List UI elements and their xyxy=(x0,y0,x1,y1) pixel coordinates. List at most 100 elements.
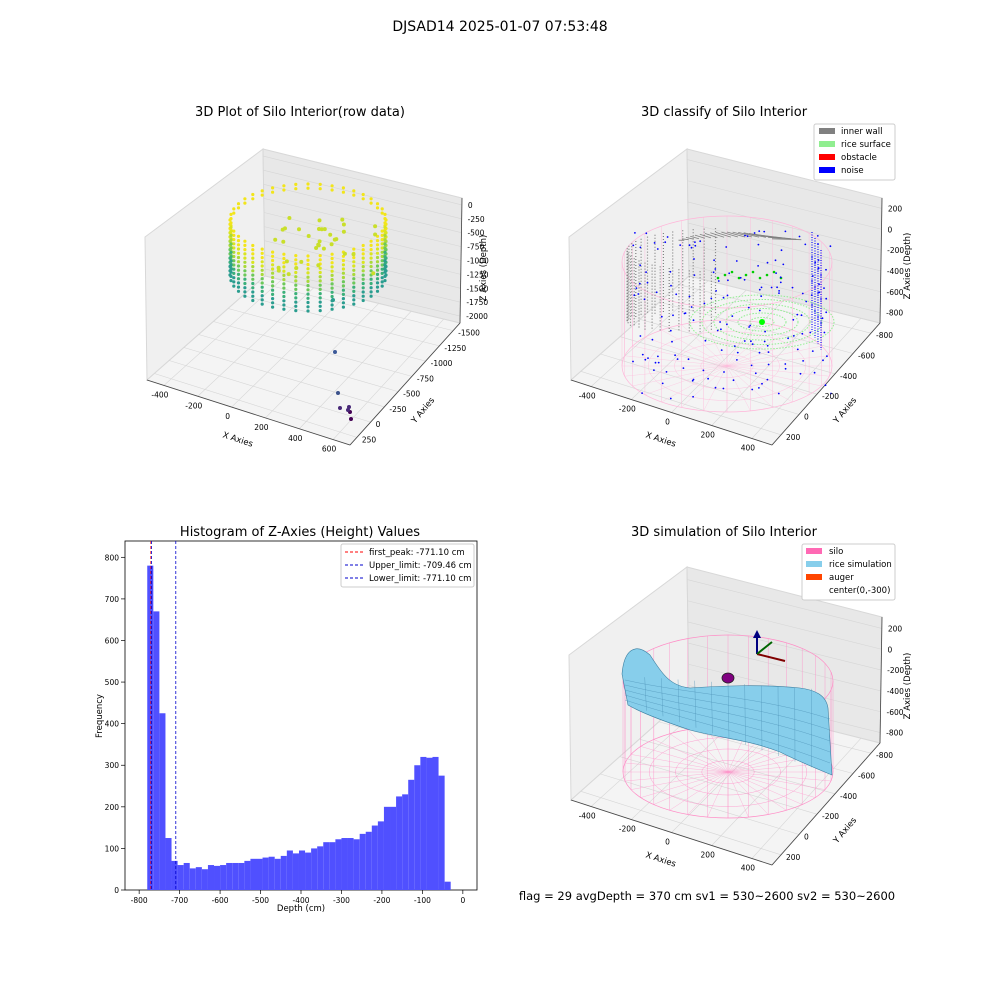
inner-wall-top xyxy=(685,237,694,240)
histogram-bar xyxy=(189,868,196,890)
legend-lower-limit: Lower_limit: -771.10 cm xyxy=(369,574,471,584)
noise-point xyxy=(766,344,769,347)
noise-point xyxy=(725,246,728,248)
raw-point xyxy=(383,221,387,225)
raw-point xyxy=(352,260,356,264)
noise-point xyxy=(763,230,766,233)
raw-point xyxy=(380,280,384,284)
noise-point xyxy=(817,267,820,269)
noise-point xyxy=(733,345,736,347)
noise-point xyxy=(722,387,725,390)
raw-point xyxy=(317,218,322,223)
raw-point xyxy=(282,290,286,294)
silo-floor-spoke xyxy=(661,329,728,367)
histogram-xtick-label: -200 xyxy=(373,896,390,905)
raw-point xyxy=(283,226,287,231)
noise-point xyxy=(767,351,770,353)
histogram-xtick-label: -300 xyxy=(333,896,350,905)
noise-point xyxy=(666,236,669,238)
inner-wall-top xyxy=(690,235,700,240)
p4-xtick-label: 0 xyxy=(665,838,670,847)
noise-point xyxy=(683,312,686,315)
noise-point xyxy=(778,292,780,294)
noise-point xyxy=(823,287,825,289)
raw-point xyxy=(369,269,373,273)
noise-point xyxy=(703,302,706,305)
silo-floor-spoke xyxy=(630,754,729,773)
raw-point xyxy=(314,246,319,250)
p1-ytick-label: -500 xyxy=(403,390,420,399)
noise-point xyxy=(687,358,690,361)
histogram-bar xyxy=(408,779,415,890)
legend-swatch-rice-simulation xyxy=(806,561,822,567)
raw-outlier-point xyxy=(333,350,337,354)
panel4-zlabel: Z Axies (Depth) xyxy=(903,653,913,720)
raw-point xyxy=(232,276,236,280)
histogram-ytick-label: 200 xyxy=(105,803,120,812)
raw-point xyxy=(361,298,365,303)
raw-point xyxy=(229,267,233,271)
raw-point xyxy=(318,258,322,262)
raw-point xyxy=(341,190,345,194)
raw-point xyxy=(271,254,275,258)
noise-point xyxy=(644,358,647,361)
noise-point xyxy=(814,261,817,264)
noise-point xyxy=(728,272,731,275)
silo-floor-spoke xyxy=(726,355,830,367)
raw-point xyxy=(236,260,241,264)
raw-point xyxy=(330,278,334,282)
noise-point xyxy=(782,263,785,266)
p1-ytick-label: -750 xyxy=(417,374,434,383)
rice-surface-point xyxy=(744,273,748,277)
raw-point xyxy=(352,193,356,197)
raw-point xyxy=(341,271,345,275)
raw-point xyxy=(341,186,345,190)
panel4-y-ticks: 200 0 -200 -400 -600 -800 xyxy=(786,751,893,862)
p1-ztick-label: -250 xyxy=(468,215,485,224)
silo-floor-spoke xyxy=(726,365,793,403)
raw-point xyxy=(306,262,310,267)
noise-point xyxy=(717,280,720,282)
raw-point xyxy=(294,262,298,266)
p4-ztick-label: 200 xyxy=(888,624,903,633)
raw-point xyxy=(373,224,378,229)
raw-point xyxy=(380,267,384,271)
raw-point xyxy=(319,227,324,232)
silo-floor-spoke xyxy=(726,365,773,408)
raw-point xyxy=(294,304,298,308)
raw-point xyxy=(229,217,233,221)
p2-ytick-label: -600 xyxy=(858,352,875,361)
raw-point xyxy=(251,265,255,269)
raw-point xyxy=(361,260,365,264)
raw-point xyxy=(352,264,356,268)
raw-point xyxy=(251,277,255,281)
raw-point xyxy=(232,271,236,275)
p1-ztick-label: -1250 xyxy=(467,270,489,279)
noise-point xyxy=(664,241,667,244)
histogram-bar xyxy=(232,862,239,890)
raw-point xyxy=(380,242,384,246)
raw-point xyxy=(318,287,322,291)
histogram-bar xyxy=(305,852,312,890)
silo-floor-spoke xyxy=(703,321,728,367)
raw-point xyxy=(375,268,380,272)
noise-point xyxy=(712,271,715,274)
histogram-xtick-label: -600 xyxy=(212,896,229,905)
raw-point xyxy=(361,248,365,252)
raw-point xyxy=(306,271,310,275)
noise-point xyxy=(657,361,660,364)
raw-point xyxy=(383,246,387,250)
p1-ztick-label: -1000 xyxy=(467,257,489,266)
p1-xtick-label: 200 xyxy=(254,423,269,432)
raw-point xyxy=(232,229,236,233)
histogram-bar xyxy=(317,846,324,890)
raw-point xyxy=(273,237,278,242)
raw-point xyxy=(375,239,380,243)
panel1-x-ticks: -400 -200 0 200 400 600 xyxy=(151,390,336,453)
silo-floor-spoke xyxy=(687,729,729,773)
raw-point xyxy=(306,288,310,292)
noise-point xyxy=(811,275,814,277)
noise-point xyxy=(645,271,647,273)
legend-swatch-auger xyxy=(806,574,822,580)
raw-point xyxy=(251,248,255,252)
